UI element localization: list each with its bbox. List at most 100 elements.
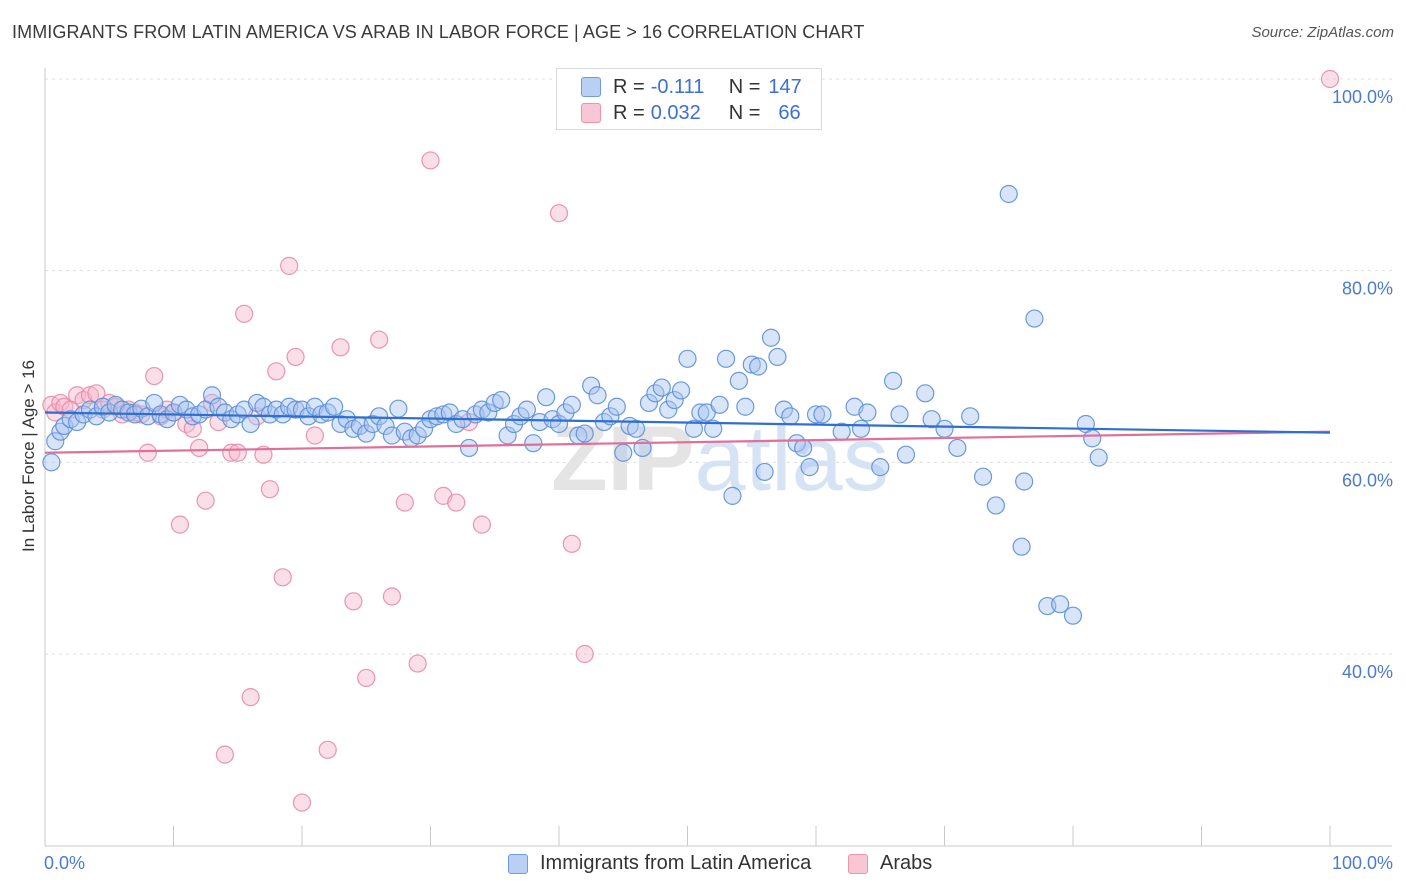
latin-america-points — [42, 184, 1108, 625]
arabs-point — [292, 793, 312, 812]
legend-swatch-blue — [581, 77, 601, 97]
latin-america-point — [202, 386, 222, 405]
latin-america-point — [678, 349, 697, 368]
y-tick-label: 60.0% — [1342, 470, 1393, 490]
arabs-point — [273, 568, 292, 587]
trend-lines — [44, 411, 1331, 454]
latin-america-point — [46, 432, 65, 451]
arabs-point — [305, 426, 324, 445]
latin-america-point — [492, 390, 511, 410]
arabs-point — [260, 480, 279, 499]
latin-america-point — [1015, 472, 1034, 491]
latin-america-point — [858, 403, 877, 422]
latin-america-point — [1051, 595, 1070, 614]
correlation-legend: R = -0.111 N = 147 R = 0.032 N = 66 — [556, 68, 822, 130]
latin-america-point — [729, 371, 749, 390]
y-axis-label: In Labor Force | Age > 16 — [19, 360, 38, 552]
arabs-point — [447, 493, 466, 512]
latin-america-point — [749, 357, 768, 376]
watermark-zip: ZIP — [551, 408, 694, 510]
arabs-point — [472, 515, 491, 534]
latin-america-point — [42, 453, 61, 472]
arabs-point — [280, 256, 299, 275]
arabs-point — [318, 740, 337, 759]
latin-america-point — [652, 378, 671, 397]
series-legend-latin-america: Immigrants from Latin America — [508, 852, 811, 875]
series-swatch-blue — [508, 853, 528, 874]
latin-america-point — [479, 403, 498, 422]
latin-america-point — [851, 419, 871, 438]
arabs-point — [357, 668, 376, 688]
legend-r-label: R = — [613, 101, 645, 124]
latin-america-point — [736, 397, 755, 416]
latin-america-point — [562, 395, 581, 414]
x-tick-label-min: 0.0% — [44, 853, 85, 873]
legend-row-latin-america: R = -0.111 N = 147 — [581, 75, 802, 99]
latin-america-point — [357, 424, 376, 443]
latin-america-point — [408, 426, 427, 445]
latin-america-point — [582, 376, 601, 395]
legend-n-label: N = — [728, 75, 761, 98]
arabs-point — [190, 438, 209, 458]
arabs-point — [408, 654, 427, 673]
latin-america-point — [524, 434, 543, 453]
legend-n-label: N = — [728, 101, 761, 124]
arabs-point — [370, 330, 389, 349]
latin-america-point — [986, 496, 1006, 515]
legend-swatch-pink — [581, 103, 601, 123]
legend-n-value: 147 — [768, 75, 802, 98]
arabs-point — [286, 347, 305, 367]
y-tick-label: 80.0% — [1342, 279, 1393, 299]
arabs-point — [562, 534, 581, 553]
latin-america-point — [1083, 429, 1102, 448]
series-legend-arabs: Arabs — [848, 852, 932, 875]
arabs-point — [1320, 69, 1340, 89]
arabs-point — [145, 366, 164, 386]
latin-america-point — [781, 407, 800, 426]
series-label: Immigrants from Latin America — [540, 852, 812, 874]
latin-america-point — [806, 405, 826, 424]
latin-america-point — [704, 419, 723, 438]
arabs-point — [382, 587, 402, 606]
arabs-point — [228, 443, 247, 462]
latin-america-point — [1025, 309, 1044, 328]
arabs-point — [235, 304, 254, 323]
arabs-point — [549, 204, 569, 223]
legend-n-value: 66 — [778, 101, 801, 124]
latin-america-point — [742, 355, 761, 374]
latin-america-point — [1063, 606, 1083, 625]
latin-america-point — [1089, 448, 1108, 467]
x-tick-labels: 0.0% 100.0% — [44, 853, 1393, 873]
latin-america-point — [659, 400, 678, 419]
latin-america-trend-line — [44, 411, 1331, 434]
latin-america-point — [883, 371, 903, 390]
latin-america-point — [614, 443, 633, 462]
legend-r-value: -0.111 — [650, 75, 705, 98]
latin-america-point — [999, 184, 1018, 204]
latin-america-point — [517, 400, 536, 419]
latin-america-point — [459, 438, 479, 458]
arabs-point — [80, 386, 100, 405]
series-legend: Immigrants from Latin America Arabs — [0, 852, 1406, 878]
latin-america-point — [389, 399, 408, 418]
y-tick-label: 100.0% — [1332, 87, 1393, 107]
legend-r-value: 0.032 — [650, 101, 701, 124]
latin-america-point — [710, 395, 729, 414]
arabs-point — [254, 445, 273, 464]
latin-america-point — [575, 424, 594, 443]
latin-america-point — [498, 426, 517, 445]
chart-title: IMMIGRANTS FROM LATIN AMERICA VS ARAB IN… — [12, 22, 865, 42]
series-swatch-pink — [848, 853, 868, 874]
y-tick-labels: 40.0% 60.0% 80.0% 100.0% — [1332, 87, 1393, 682]
x-tick-label-max: 100.0% — [1332, 853, 1393, 873]
arabs-point — [267, 362, 286, 381]
latin-america-point — [761, 328, 781, 347]
latin-america-point — [691, 403, 710, 422]
latin-america-point — [916, 384, 935, 403]
latin-america-point — [922, 410, 941, 429]
arabs-point — [196, 491, 215, 510]
latin-america-point — [871, 458, 890, 477]
latin-america-point — [665, 390, 684, 410]
latin-america-point — [370, 407, 389, 426]
